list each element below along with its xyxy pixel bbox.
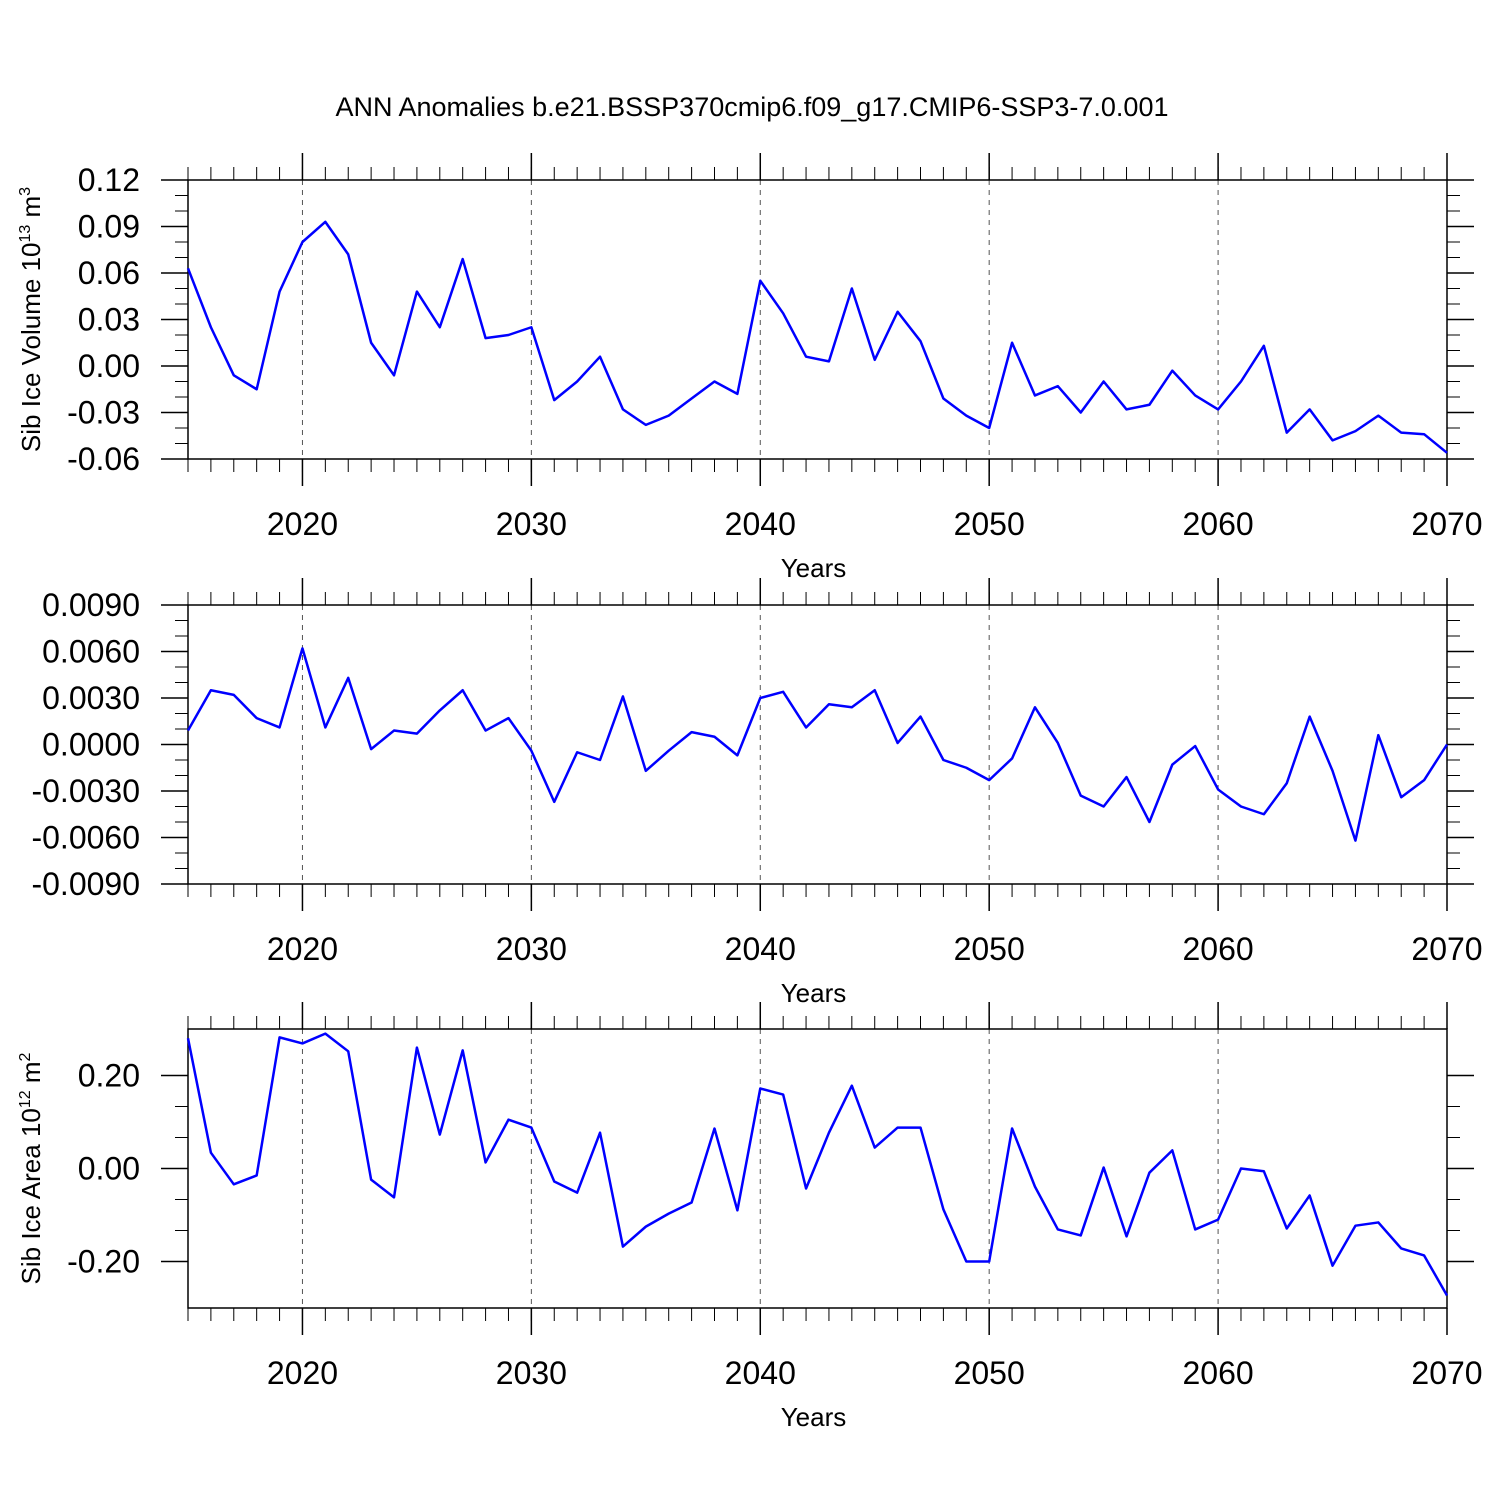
data-line <box>186 1032 1449 1297</box>
x-axis-label: Years <box>781 978 847 1008</box>
x-tick-label: 2070 <box>1411 506 1482 542</box>
y-tick-label: 0.0030 <box>42 680 140 716</box>
y-tick-label: -0.03 <box>67 395 140 431</box>
y-tick-label: 0.12 <box>78 162 140 198</box>
y-axis-label-part: Sib Ice Area 10 <box>16 1108 46 1284</box>
y-tick-label: -0.06 <box>67 441 140 477</box>
chart-title: ANN Anomalies b.e21.BSSP370cmip6.f09_g17… <box>336 92 1169 122</box>
y-tick-label: 0.03 <box>78 302 140 338</box>
y-tick-label: 0.20 <box>78 1058 140 1094</box>
y-axis-label-part: m <box>0 606 4 635</box>
x-tick-label: 2050 <box>954 1355 1025 1391</box>
data-line <box>186 647 1449 842</box>
x-tick-label: 2070 <box>1411 1355 1482 1391</box>
y-axis-label-part: 13 <box>17 225 34 243</box>
x-axis-label: Years <box>781 553 847 583</box>
x-tick-label: 2020 <box>267 506 338 542</box>
x-tick-label: 2050 <box>954 506 1025 542</box>
x-tick-label: 2060 <box>1182 931 1253 967</box>
y-axis-label-part: 3 <box>17 187 34 196</box>
y-axis-label: Sib Ice Area 1012 m2 <box>16 1052 46 1284</box>
x-tick-label: 2030 <box>496 931 567 967</box>
y-tick-label: 0.09 <box>78 209 140 245</box>
y-tick-label: -0.0030 <box>31 773 140 809</box>
x-tick-label: 2050 <box>954 931 1025 967</box>
y-tick-label: -0.20 <box>67 1244 140 1280</box>
plot-frame <box>187 179 1448 460</box>
x-tick-label: 2030 <box>496 1355 567 1391</box>
y-tick-label: 0.0090 <box>42 587 140 623</box>
plot-frame <box>187 1028 1448 1309</box>
y-axis-label-part: 2 <box>17 1052 34 1061</box>
y-tick-label: 0.00 <box>78 348 140 384</box>
y-tick-label: 0.06 <box>78 255 140 291</box>
x-tick-label: 2070 <box>1411 931 1482 967</box>
y-tick-label: 0.00 <box>78 1151 140 1187</box>
x-tick-label: 2020 <box>267 931 338 967</box>
y-axis-label-part: m <box>16 1061 46 1090</box>
x-tick-label: 2040 <box>725 506 796 542</box>
y-axis-label-part: m <box>16 196 46 225</box>
x-axis-label: Years <box>781 1402 847 1432</box>
y-tick-label: -0.0060 <box>31 820 140 856</box>
x-tick-label: 2060 <box>1182 506 1253 542</box>
y-tick-label: 0.0060 <box>42 634 140 670</box>
y-axis-label-part: Sib Snow Volume 10 <box>0 652 4 892</box>
y-axis-label: Sib Snow Volume 1013 m3 <box>0 597 4 893</box>
x-tick-label: 2040 <box>725 1355 796 1391</box>
data-line <box>186 220 1448 454</box>
x-tick-label: 2040 <box>725 931 796 967</box>
x-tick-label: 2020 <box>267 1355 338 1391</box>
y-tick-label: -0.0090 <box>31 866 140 902</box>
y-axis-label-part: 12 <box>17 1090 34 1108</box>
y-axis-label: Sib Ice Volume 1013 m3 <box>16 187 46 452</box>
x-tick-label: 2030 <box>496 506 567 542</box>
y-axis-label-part: Sib Ice Volume 10 <box>16 243 46 453</box>
y-tick-label: 0.0000 <box>42 727 140 763</box>
x-tick-label: 2060 <box>1182 1355 1253 1391</box>
